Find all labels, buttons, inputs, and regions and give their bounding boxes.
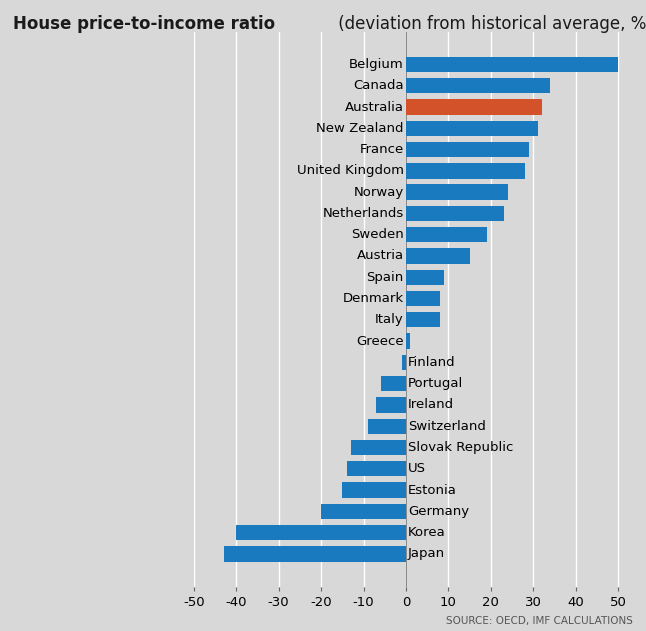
Bar [406,121,537,136]
Bar [406,184,508,200]
Text: Netherlands: Netherlands [322,207,404,220]
Bar [321,504,406,519]
Text: New Zealand: New Zealand [317,122,404,135]
Text: Australia: Australia [345,100,404,114]
Text: Sweden: Sweden [351,228,404,241]
Text: Switzerland: Switzerland [408,420,486,433]
Text: House price-to-income ratio: House price-to-income ratio [13,15,275,33]
Bar [406,78,550,93]
Text: Portugal: Portugal [408,377,463,390]
Bar [406,291,440,306]
Text: Canada: Canada [353,80,404,92]
Bar [380,376,406,391]
Bar [406,99,542,115]
Bar [406,249,470,264]
Bar [236,525,406,540]
Text: Finland: Finland [408,356,455,369]
Text: Ireland: Ireland [408,398,454,411]
Text: France: France [360,143,404,156]
Text: Norway: Norway [353,186,404,199]
Text: Korea: Korea [408,526,446,539]
Bar [224,546,406,562]
Bar [406,57,618,72]
Bar [406,269,444,285]
Bar [351,440,406,455]
Text: Greece: Greece [356,334,404,348]
Text: Japan: Japan [408,548,445,560]
Bar [406,312,440,327]
Bar [406,206,504,221]
Text: SOURCE: OECD, IMF CALCULATIONS: SOURCE: OECD, IMF CALCULATIONS [446,616,633,626]
Text: Italy: Italy [375,314,404,326]
Text: Estonia: Estonia [408,483,457,497]
Text: Austria: Austria [357,249,404,262]
Bar [346,461,406,476]
Text: US: US [408,463,426,475]
Text: (deviation from historical average, %): (deviation from historical average, %) [333,15,646,33]
Text: Germany: Germany [408,505,469,518]
Text: Belgium: Belgium [349,58,404,71]
Bar [406,333,410,349]
Bar [342,483,406,498]
Bar [406,227,486,242]
Bar [406,163,525,179]
Text: Denmark: Denmark [343,292,404,305]
Text: Spain: Spain [366,271,404,284]
Text: Slovak Republic: Slovak Republic [408,441,514,454]
Bar [406,142,529,157]
Bar [402,355,406,370]
Text: United Kingdom: United Kingdom [297,164,404,177]
Bar [376,398,406,413]
Bar [368,418,406,434]
